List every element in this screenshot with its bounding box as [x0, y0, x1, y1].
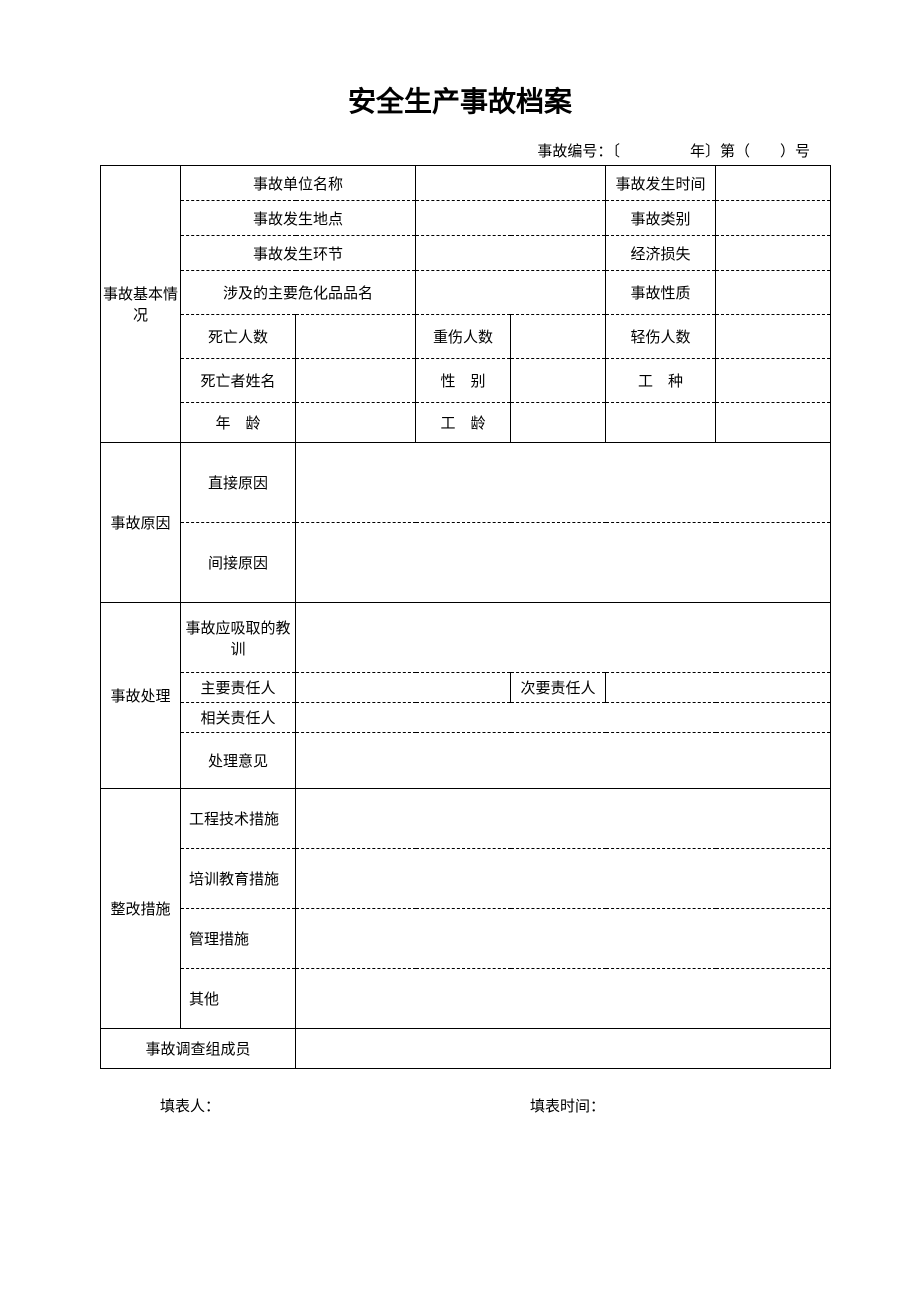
value-main-resp [296, 673, 511, 703]
label-indirect-cause: 间接原因 [181, 523, 296, 603]
value-type [716, 201, 831, 236]
value-work-age [511, 403, 606, 443]
label-chem: 涉及的主要危化品品名 [181, 271, 416, 315]
label-segment: 事故发生环节 [181, 236, 416, 271]
value-train [296, 849, 831, 909]
section-handle: 事故处理 [101, 603, 181, 789]
value-death-count [296, 315, 416, 359]
value-blank-1 [716, 403, 831, 443]
value-nature [716, 271, 831, 315]
value-heavy-count [511, 315, 606, 359]
label-opinion: 处理意见 [181, 733, 296, 789]
value-occur-place [416, 201, 606, 236]
label-other: 其他 [181, 969, 296, 1029]
label-train: 培训教育措施 [181, 849, 296, 909]
label-dead-name: 死亡者姓名 [181, 359, 296, 403]
section-investigators: 事故调查组成员 [101, 1029, 296, 1069]
docno-lparen: （ [735, 144, 750, 160]
value-opinion [296, 733, 831, 789]
docno-label: 事故编号： [537, 144, 612, 160]
label-blank-1 [606, 403, 716, 443]
label-direct-cause: 直接原因 [181, 443, 296, 523]
label-loss: 经济损失 [606, 236, 716, 271]
section-measure: 整改措施 [101, 789, 181, 1029]
value-sec-resp [606, 673, 831, 703]
docno-rparen-suffix: ）号 [780, 144, 810, 160]
value-direct-cause [296, 443, 831, 523]
value-segment [416, 236, 606, 271]
doc-number-line: 事故编号：〔 年〕第（ ）号 [100, 140, 820, 161]
value-age [296, 403, 416, 443]
label-sec-resp: 次要责任人 [511, 673, 606, 703]
label-gender: 性 别 [416, 359, 511, 403]
label-filler: 填表人： [160, 1095, 220, 1116]
value-work-type [716, 359, 831, 403]
value-light-count [716, 315, 831, 359]
label-work-type: 工 种 [606, 359, 716, 403]
label-type: 事故类别 [606, 201, 716, 236]
label-age: 年 龄 [181, 403, 296, 443]
accident-form-table: 事故基本情况 事故单位名称 事故发生时间 事故发生地点 事故类别 事故发生环节 … [100, 165, 831, 1069]
label-death-count: 死亡人数 [181, 315, 296, 359]
value-occur-time [716, 166, 831, 201]
docno-lbracket: 〔 [612, 144, 620, 160]
label-work-age: 工 龄 [416, 403, 511, 443]
label-unit-name: 事故单位名称 [181, 166, 416, 201]
section-cause: 事故原因 [101, 443, 181, 603]
value-chem [416, 271, 606, 315]
value-manage [296, 909, 831, 969]
value-indirect-cause [296, 523, 831, 603]
value-investigators [296, 1029, 831, 1069]
value-tech [296, 789, 831, 849]
label-manage: 管理措施 [181, 909, 296, 969]
docno-year-suffix: 年〕第 [690, 144, 735, 160]
label-rel-resp: 相关责任人 [181, 703, 296, 733]
section-basic: 事故基本情况 [101, 166, 181, 443]
value-gender [511, 359, 606, 403]
label-light-count: 轻伤人数 [606, 315, 716, 359]
label-filltime: 填表时间： [530, 1095, 605, 1116]
label-occur-place: 事故发生地点 [181, 201, 416, 236]
label-main-resp: 主要责任人 [181, 673, 296, 703]
value-loss [716, 236, 831, 271]
label-nature: 事故性质 [606, 271, 716, 315]
label-lesson: 事故应吸取的教训 [181, 603, 296, 673]
value-dead-name [296, 359, 416, 403]
footer-row: 填表人： 填表时间： [100, 1095, 820, 1116]
value-unit-name [416, 166, 606, 201]
value-other [296, 969, 831, 1029]
page-title: 安全生产事故档案 [100, 80, 820, 120]
label-heavy-count: 重伤人数 [416, 315, 511, 359]
label-occur-time: 事故发生时间 [606, 166, 716, 201]
label-tech: 工程技术措施 [181, 789, 296, 849]
value-rel-resp [296, 703, 831, 733]
value-lesson [296, 603, 831, 673]
